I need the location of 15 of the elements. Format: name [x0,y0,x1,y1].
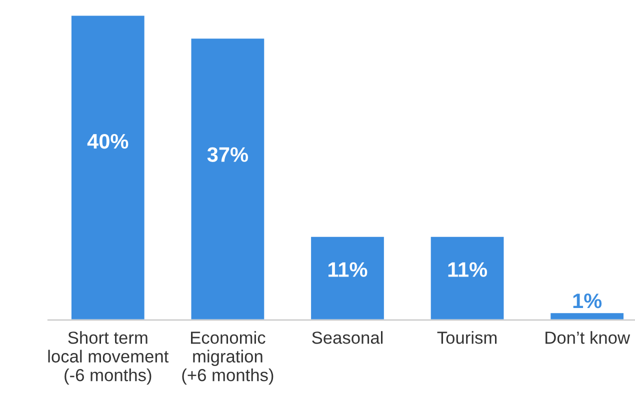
bar [190,37,266,320]
data-label: 1% [573,294,602,308]
x-tick-label: Seasonal [312,331,383,344]
bar [549,312,625,320]
bar [70,15,146,320]
bar [310,235,386,320]
x-tick-label: Short term local movement (-6 months) [48,331,169,385]
data-label: 40% [87,134,128,149]
data-label: 37% [207,147,248,162]
x-tick-label: Economic migration (+6 months) [182,331,274,385]
x-tick-label: Don’t know [546,331,630,344]
x-tick-label: Tourism [437,331,497,344]
data-label: 11% [328,262,368,277]
bar [429,235,506,320]
data-label: 11% [448,262,488,277]
